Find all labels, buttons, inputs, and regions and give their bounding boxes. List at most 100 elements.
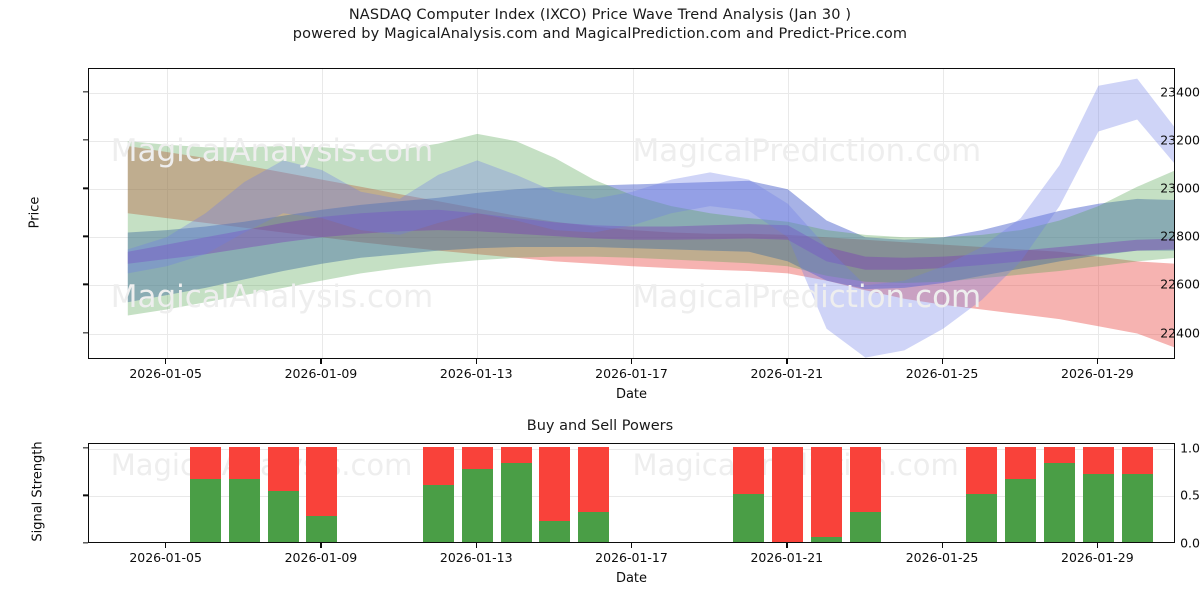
price-band-purple-band — [127, 209, 1174, 270]
buy-power-segment — [578, 511, 610, 542]
signal-gridline-h — [89, 448, 1174, 450]
watermark-text: MagicalAnalysis.com — [110, 448, 413, 482]
price-gridline-v — [1098, 69, 1100, 358]
price-gridline-v — [632, 69, 634, 358]
signal-y-tick-label: 1.0 — [1180, 440, 1200, 456]
signal-bar[interactable] — [422, 446, 454, 542]
price-y-tick-mark — [83, 283, 88, 286]
price-chart-plot-area: MagicalAnalysis.com MagicalPrediction.com… — [88, 68, 1175, 359]
sell-power-segment — [733, 446, 765, 495]
price-x-tick-label: 2026-01-21 — [750, 366, 824, 381]
signal-bar[interactable] — [228, 446, 260, 542]
price-y-tick-label: 22400 — [1160, 325, 1200, 341]
price-gridline-v — [477, 69, 479, 358]
price-gridline-v — [943, 69, 945, 358]
buy-power-segment — [228, 479, 260, 542]
signal-x-tick-mark — [631, 543, 633, 548]
price-gridline-h — [89, 189, 1174, 191]
price-x-tick-mark — [631, 359, 633, 364]
sell-power-segment — [578, 446, 610, 512]
signal-x-tick-label: 2026-01-25 — [905, 550, 979, 565]
buy-power-segment — [733, 494, 765, 542]
signal-x-tick-label: 2026-01-29 — [1061, 550, 1134, 565]
signal-x-tick-mark — [786, 543, 788, 548]
signal-bar[interactable] — [1005, 446, 1037, 542]
sell-power-segment — [1082, 446, 1114, 475]
buy-power-segment — [1082, 474, 1114, 542]
price-x-tick-label: 2026-01-05 — [129, 366, 202, 381]
sell-power-segment — [772, 446, 804, 542]
price-x-tick-mark — [786, 359, 788, 364]
price-gridline-v — [166, 69, 168, 358]
price-y-tick-mark — [83, 331, 88, 334]
signal-bar[interactable] — [966, 446, 998, 542]
price-x-tick-mark — [475, 359, 477, 364]
sell-power-segment — [306, 446, 338, 517]
signal-bar[interactable] — [772, 446, 804, 542]
price-gridline-h — [89, 93, 1174, 95]
signal-bar[interactable] — [849, 446, 881, 542]
buy-power-segment — [189, 479, 221, 542]
price-gridline-h — [89, 333, 1174, 335]
price-x-tick-mark — [165, 359, 167, 364]
signal-bar[interactable] — [1044, 446, 1076, 542]
signal-bar[interactable] — [733, 446, 765, 542]
signal-x-tick-mark — [475, 543, 477, 548]
signal-gridline-h — [89, 496, 1174, 498]
sell-power-segment — [539, 446, 571, 522]
buy-power-segment — [849, 511, 881, 542]
buy-power-segment — [539, 521, 571, 542]
price-gridline-v — [321, 69, 323, 358]
signal-bar[interactable] — [189, 446, 221, 542]
sell-power-segment — [1005, 446, 1037, 480]
price-y-axis-label: Price — [27, 196, 43, 228]
buy-power-segment — [306, 516, 338, 542]
signal-bar[interactable] — [539, 446, 571, 542]
signal-y-tick-mark — [83, 494, 88, 497]
price-y-tick-label: 22600 — [1160, 276, 1200, 292]
price-x-tick-label: 2026-01-17 — [595, 366, 668, 381]
price-band-blue-band — [127, 180, 1174, 303]
price-y-tick-mark — [83, 91, 88, 93]
price-gridline-h — [89, 285, 1174, 287]
signal-bar[interactable] — [1082, 446, 1114, 542]
price-x-tick-mark — [1096, 359, 1099, 364]
signal-chart-title: Buy and Sell Powers — [526, 418, 674, 434]
signal-bar[interactable] — [267, 446, 299, 542]
signal-bar[interactable] — [500, 446, 532, 542]
price-band-lightblue-wave — [127, 78, 1174, 358]
buy-power-segment — [267, 490, 299, 542]
sell-power-segment — [1121, 446, 1153, 475]
price-band-red-band — [127, 146, 1174, 348]
signal-bar[interactable] — [461, 446, 493, 542]
price-x-tick-mark — [320, 359, 322, 364]
signal-x-tick-label: 2026-01-17 — [595, 550, 668, 565]
signal-y-axis-label: Signal Strength — [30, 441, 46, 542]
signal-x-tick-mark — [165, 543, 167, 548]
price-x-axis-label: Date — [615, 387, 648, 402]
buy-power-segment — [1005, 479, 1037, 542]
sell-power-segment — [228, 446, 260, 480]
price-y-tick-mark — [83, 187, 88, 189]
signal-bar[interactable] — [1121, 446, 1153, 542]
signal-x-tick-label: 2026-01-05 — [129, 550, 202, 565]
signal-x-tick-label: 2026-01-21 — [750, 550, 824, 565]
sell-power-segment — [500, 446, 532, 463]
sell-power-segment — [811, 446, 843, 538]
buy-power-segment — [966, 494, 998, 542]
signal-bar[interactable] — [578, 446, 610, 542]
buy-power-segment — [422, 484, 454, 542]
chart-title-block: NASDAQ Computer Index (IXCO) Price Wave … — [0, 6, 1200, 44]
sell-power-segment — [267, 446, 299, 491]
buy-power-segment — [461, 468, 493, 542]
signal-y-tick-label: 0.5 — [1180, 487, 1200, 503]
signal-bar[interactable] — [811, 446, 843, 542]
sell-power-segment — [422, 446, 454, 485]
signal-x-tick-label: 2026-01-13 — [439, 550, 513, 565]
sell-power-segment — [966, 446, 998, 495]
price-y-tick-label: 23200 — [1160, 132, 1200, 148]
signal-bar[interactable] — [306, 446, 338, 542]
price-x-tick-label: 2026-01-09 — [284, 366, 358, 381]
price-y-tick-label: 23000 — [1160, 180, 1200, 196]
